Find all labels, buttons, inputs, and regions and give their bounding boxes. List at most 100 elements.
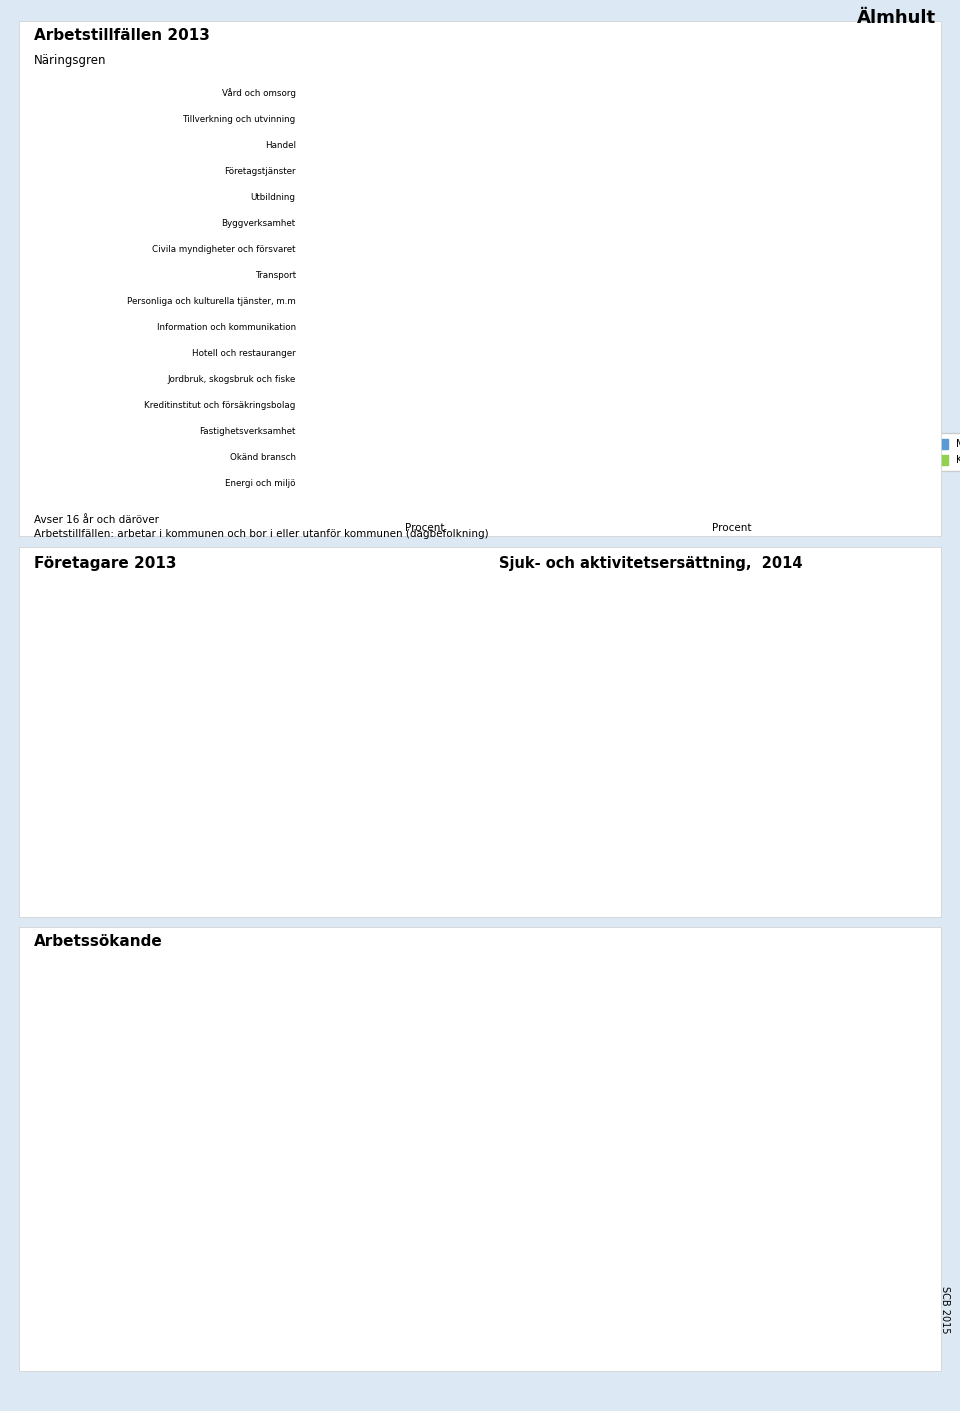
Bar	[376, 955, 552, 1364]
Text: 4: 4	[703, 745, 708, 755]
Text: 2: 2	[370, 1091, 376, 1101]
Text: 4: 4	[545, 1119, 552, 1129]
Bar	[610, 341, 630, 351]
Text: 10: 10	[699, 807, 712, 817]
Text: 421: 421	[356, 1174, 376, 1184]
Text: 20–64 år: 20–64 år	[485, 871, 530, 880]
Text: 4: 4	[433, 1271, 440, 1281]
Bar	[302, 392, 315, 401]
Text: Information och kommunikation: Information och kommunikation	[156, 323, 296, 332]
Bar	[302, 401, 315, 411]
Text: Redovisningen avser inskrivna vid arbetsförmedlingen: Redovisningen avser inskrivna vid arbets…	[29, 1348, 295, 1357]
Text: 11: 11	[647, 1328, 660, 1338]
Text: 1: 1	[311, 1271, 318, 1281]
Text: 12: 12	[539, 1146, 552, 1156]
Text: Företagstjänster: Företagstjänster	[224, 166, 296, 176]
Text: Företagare 2013: Företagare 2013	[34, 556, 176, 571]
Text: 2: 2	[370, 1119, 376, 1129]
Bar	[302, 277, 315, 285]
Text: 20–64 år: 20–64 år	[485, 745, 530, 755]
Text: Tot: Tot	[538, 1009, 552, 1019]
Text: 165 611: 165 611	[717, 1174, 759, 1184]
Bar	[610, 267, 655, 277]
Bar	[610, 216, 671, 226]
Text: 2: 2	[233, 827, 240, 837]
Text: mars 2015: mars 2015	[37, 1221, 100, 1230]
Text: 6: 6	[753, 1062, 759, 1072]
Bar	[610, 442, 616, 452]
Bar	[302, 141, 372, 151]
Text: 151: 151	[298, 1356, 318, 1366]
Text: 45: 45	[142, 728, 156, 738]
Text: Antal 20–64 år: Antal 20–64 år	[107, 1174, 182, 1184]
Bar	[302, 267, 344, 277]
Bar	[302, 200, 348, 210]
Text: 38: 38	[142, 794, 156, 804]
Bar	[610, 151, 675, 161]
Text: Män: Män	[695, 612, 716, 622]
Text: 4: 4	[545, 1300, 552, 1309]
Text: 3: 3	[492, 1271, 498, 1281]
Bar	[610, 367, 630, 377]
Text: 10: 10	[699, 682, 712, 691]
Text: Vård och omsorg: Vård och omsorg	[222, 89, 296, 99]
Text: 8: 8	[370, 1328, 376, 1338]
Text: Öppet arbetslösa: Öppet arbetslösa	[106, 1271, 196, 1284]
Text: 1: 1	[370, 1271, 376, 1281]
Text: 7 432: 7 432	[522, 1356, 552, 1366]
Text: 10–: 10–	[33, 827, 52, 837]
Text: Progr. m. aktivitetsstöd: Progr. m. aktivitetsstöd	[74, 1119, 196, 1129]
Text: 3: 3	[753, 1271, 759, 1281]
Text: Procent: Procent	[405, 523, 444, 533]
Text: 5–9: 5–9	[33, 794, 52, 804]
Text: 11: 11	[539, 1328, 552, 1338]
Bar	[610, 100, 756, 110]
Text: 5: 5	[370, 1062, 376, 1072]
Text: Länet: Länet	[447, 983, 481, 993]
Bar	[302, 316, 339, 326]
Bar	[302, 192, 315, 200]
Text: 55–59 år: 55–59 år	[485, 682, 530, 691]
Text: 6: 6	[492, 1062, 498, 1072]
Text: 197: 197	[239, 1356, 259, 1366]
Bar	[302, 90, 315, 100]
Text: 22: 22	[789, 841, 803, 851]
Bar	[610, 126, 638, 135]
Text: 7: 7	[753, 1328, 759, 1338]
Text: Antal: Antal	[33, 618, 59, 628]
Text: 18: 18	[879, 841, 893, 851]
Bar	[302, 226, 306, 236]
Text: Arbetssökande: Arbetssökande	[34, 934, 162, 950]
Bar	[610, 241, 630, 251]
Text: Kv: Kv	[485, 1009, 498, 1019]
Text: 9: 9	[492, 1328, 498, 1338]
Bar	[302, 126, 335, 135]
Text: 6: 6	[883, 871, 889, 880]
Bar	[610, 90, 642, 100]
Text: 7: 7	[311, 1328, 318, 1338]
Text: i eget AB: i eget AB	[295, 643, 339, 653]
Text: 7: 7	[654, 1062, 660, 1072]
Bar	[302, 176, 348, 185]
Text: Hotell och restauranger: Hotell och restauranger	[192, 349, 296, 358]
Text: Personliga och kulturella tjänster, m.m: Personliga och kulturella tjänster, m.m	[127, 298, 296, 306]
Text: 7: 7	[545, 1062, 552, 1072]
Text: 2: 2	[252, 1119, 259, 1129]
Text: Handel: Handel	[265, 141, 296, 150]
Text: 13: 13	[426, 1328, 440, 1338]
Text: 385: 385	[220, 728, 240, 738]
Text: 4: 4	[252, 1245, 259, 1254]
Text: 421: 421	[218, 871, 240, 880]
Text: 3: 3	[545, 1091, 552, 1101]
Text: 14: 14	[699, 841, 712, 851]
Text: 40: 40	[319, 871, 333, 880]
Text: 3: 3	[252, 1091, 259, 1101]
Text: 198 377: 198 377	[617, 1356, 660, 1366]
Text: 9: 9	[852, 1328, 859, 1338]
Bar	[610, 116, 716, 126]
Text: M: M	[250, 1009, 259, 1019]
Bar	[302, 426, 305, 436]
Text: 4: 4	[311, 1245, 318, 1254]
Text: 10: 10	[846, 1146, 859, 1156]
Bar	[610, 301, 626, 310]
